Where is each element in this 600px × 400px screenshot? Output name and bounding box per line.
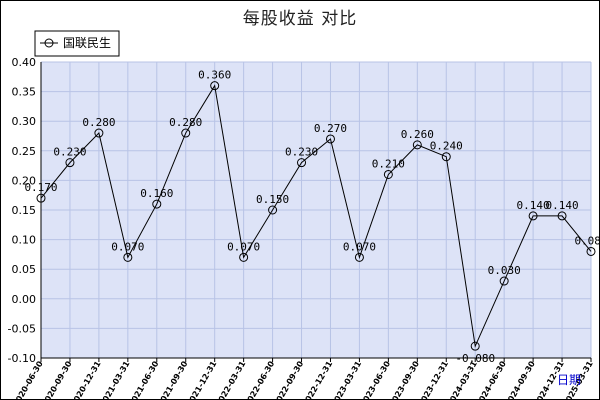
y-tick-label: 0.10 xyxy=(12,234,37,247)
x-tick-label: 2020-06-30 xyxy=(11,359,45,399)
series-line xyxy=(40,84,592,348)
data-point-marker xyxy=(94,128,104,138)
series-line-layer xyxy=(36,81,596,351)
data-point-marker xyxy=(123,252,133,262)
x-tick-label: 2022-09-30 xyxy=(272,359,306,399)
data-point-marker xyxy=(354,252,364,262)
data-label: 0.280 xyxy=(82,116,115,129)
data-label: -0.080 xyxy=(455,352,495,365)
y-tick-label: -0.05 xyxy=(8,322,36,335)
y-tick-label: 0.30 xyxy=(12,115,37,128)
data-label: 0.260 xyxy=(401,128,434,141)
data-point-marker xyxy=(210,81,220,91)
x-tick-label: 2021-09-30 xyxy=(156,359,190,399)
data-label: 0.270 xyxy=(314,122,347,135)
data-point-marker xyxy=(499,276,509,286)
x-tick-label: 2020-12-31 xyxy=(69,359,103,399)
x-tick-label: 2020-09-30 xyxy=(40,359,74,399)
data-point-marker xyxy=(557,211,567,221)
y-axis-ticks: 0.40 0.35 0.30 0.25 0.20 0.15 0.10 0.05 0.00 -0.0… xyxy=(8,56,36,365)
data-point-marker xyxy=(470,341,480,351)
data-label: 0.230 xyxy=(53,146,86,159)
data-point-marker xyxy=(412,140,422,150)
data-label: 0.140 xyxy=(517,199,550,212)
data-label: 0.170 xyxy=(24,181,57,194)
x-tick-label: 2022-03-31 xyxy=(214,359,248,399)
chart-title: 每股收益 对比 xyxy=(242,9,358,29)
data-label: 0.070 xyxy=(111,240,144,253)
data-point-marker xyxy=(152,199,162,209)
x-axis-ticks: 2020-06-302020-09-302020-12-312021-03-31… xyxy=(11,359,595,399)
data-point-marker xyxy=(239,252,249,262)
data-point-marker xyxy=(528,211,538,221)
data-label: 0.080 xyxy=(574,234,599,247)
x-tick-label: 2023-09-30 xyxy=(388,359,422,399)
data-label: 0.070 xyxy=(227,240,260,253)
y-tick-label: 0.00 xyxy=(12,293,37,306)
data-label: 0.150 xyxy=(256,193,289,206)
y-tick-label: 0.05 xyxy=(12,263,37,276)
data-label: 0.140 xyxy=(545,199,578,212)
data-point-marker xyxy=(586,246,596,256)
data-point-marker xyxy=(36,193,46,203)
data-point-marker xyxy=(441,152,451,162)
x-tick-label: 2021-12-31 xyxy=(185,359,219,399)
axes xyxy=(40,62,592,362)
legend-label: 国联民生 xyxy=(63,36,111,50)
data-point-marker xyxy=(383,169,393,179)
data-point-marker xyxy=(65,158,75,168)
legend-marker xyxy=(44,38,54,48)
legend: 国联民生 xyxy=(34,30,120,57)
data-point-marker xyxy=(297,158,307,168)
data-label: 0.030 xyxy=(488,264,521,277)
x-tick-label: 2023-12-31 xyxy=(417,359,451,399)
data-label: 0.160 xyxy=(140,187,173,200)
data-label: 0.210 xyxy=(372,157,405,170)
x-tick-label: 2024-09-30 xyxy=(503,359,537,399)
y-tick-label: 0.40 xyxy=(12,56,37,69)
x-tick-label: 2022-12-31 xyxy=(301,359,335,399)
y-tick-label: 0.15 xyxy=(12,204,37,217)
data-point-marker xyxy=(325,134,335,144)
data-label: 0.280 xyxy=(169,116,202,129)
data-label: 0.240 xyxy=(430,140,463,153)
x-tick-label: 2022-06-30 xyxy=(243,359,277,399)
data-label: 0.070 xyxy=(343,240,376,253)
data-label: 0.230 xyxy=(285,146,318,159)
data-labels: 0.170 0.230 0.280 0.070 0.160 0.280 0.360 0.070… xyxy=(24,69,599,365)
y-tick-label: 0.35 xyxy=(12,86,37,99)
y-tick-label: 0.25 xyxy=(12,145,37,158)
x-tick-label: 2023-06-30 xyxy=(359,359,393,399)
y-tick-label: -0.10 xyxy=(8,352,36,365)
data-label: 0.360 xyxy=(198,69,231,82)
data-point-marker xyxy=(268,205,278,215)
x-axis-label: 日期 xyxy=(557,373,581,387)
x-tick-label: 2021-03-31 xyxy=(98,359,132,399)
data-point-marker xyxy=(181,128,191,138)
y-tick-label: 0.20 xyxy=(12,174,37,187)
x-tick-label: 2021-06-30 xyxy=(127,359,161,399)
grid-lines xyxy=(40,61,592,359)
x-tick-label: 2023-03-31 xyxy=(330,359,364,399)
